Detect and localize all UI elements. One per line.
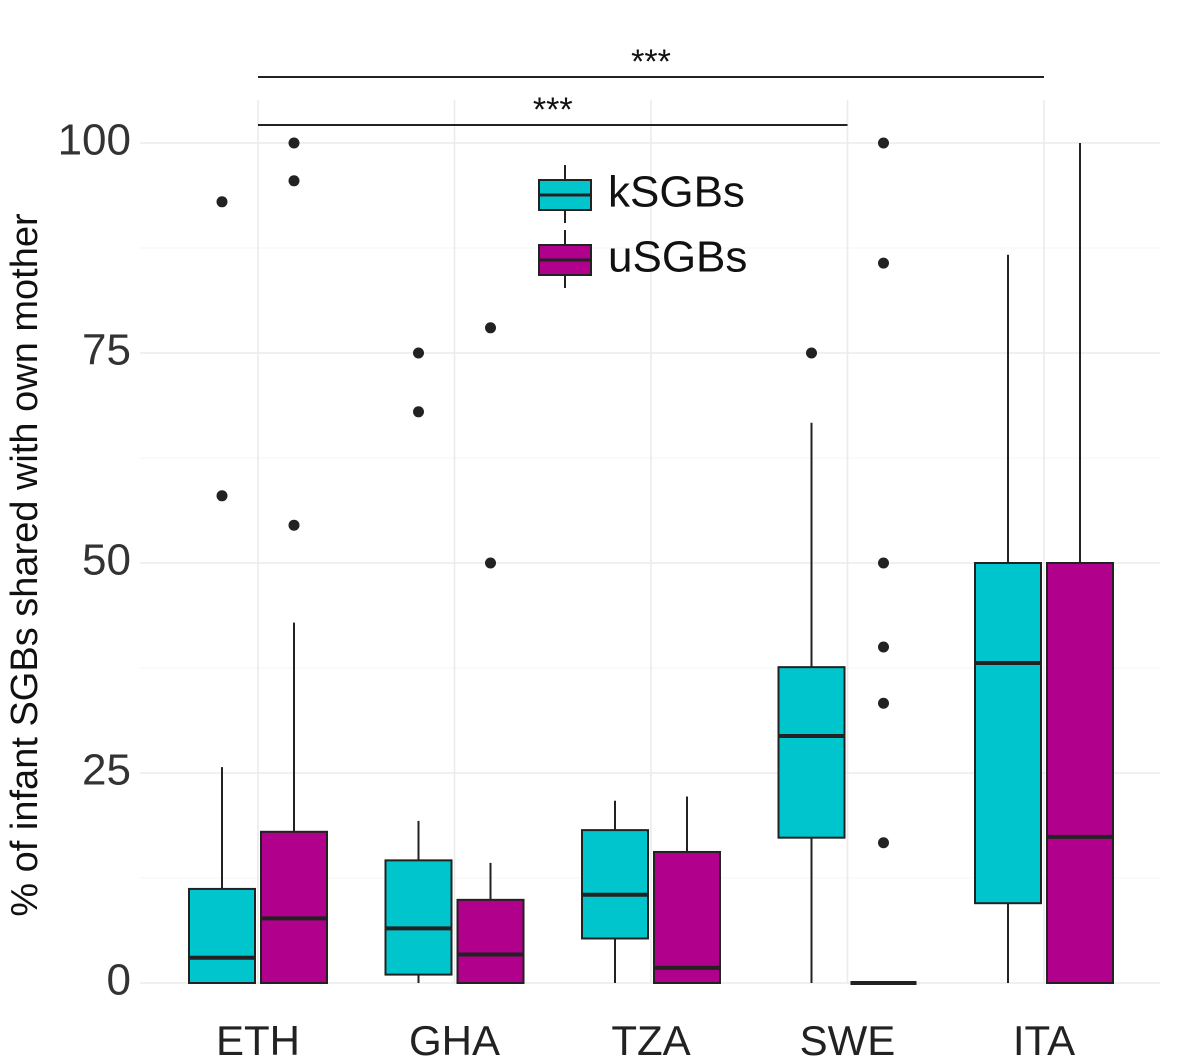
box-body [1046,562,1114,984]
legend-label: kSGBs [608,168,745,217]
grid-lines [140,100,1160,984]
legend-label: uSGBs [608,233,747,282]
significance-annotations: *** *** [258,43,1044,129]
y-axis-ticks: 0 25 50 75 100 [58,116,131,1005]
legend-entry-ksgbs: kSGBs [538,165,745,223]
box-usgbs-swe [850,137,917,985]
outlier-point [878,697,889,709]
box-ksgbs-ita [974,254,1042,983]
box-series [188,137,1114,985]
outlier-point [878,257,889,269]
y-tick-label: 50 [82,536,131,585]
outlier-point [288,137,300,149]
x-tick-label: SWE [800,1017,896,1064]
outlier-point [806,347,817,359]
outlier-point [878,641,889,653]
x-tick-label: TZA [611,1017,690,1064]
box-ksgbs-tza [581,800,649,983]
x-tick-label: ETH [216,1017,300,1064]
outlier-point [878,137,889,149]
outlier-point [216,196,228,208]
legend: kSGBs uSGBs [538,165,747,288]
box-usgbs-eth [260,137,328,984]
outlier-point [288,175,300,187]
box-body [777,666,846,839]
box-ksgbs-gha [384,347,453,983]
box-body [456,898,525,985]
box-usgbs-tza [653,796,721,985]
box-ksgbs-swe [777,347,846,983]
significance-bracket-eth-swe: *** [258,91,848,129]
box-body [581,829,649,940]
significance-bracket-eth-ita: *** [258,43,1044,81]
legend-entry-usgbs: uSGBs [538,230,747,288]
outlier-point [485,557,496,569]
x-tick-label: ITA [1013,1017,1075,1064]
outlier-point [216,490,228,502]
box-usgbs-ita [1046,143,1114,984]
outlier-point [485,322,496,334]
x-tick-label: GHA [409,1017,500,1064]
y-tick-label: 0 [107,956,131,1005]
outlier-point [413,347,424,359]
significance-label: *** [631,43,671,81]
box-body [188,887,256,984]
outlier-point [878,837,889,849]
box-ksgbs-eth [188,196,256,984]
box-body [260,830,328,984]
x-axis-ticks: ETH GHA TZA SWE ITA [216,1017,1075,1064]
y-tick-label: 100 [58,116,131,165]
y-tick-label: 75 [82,326,131,375]
box-body [384,859,453,976]
y-tick-label: 25 [82,746,131,795]
outlier-point [413,406,424,418]
significance-label: *** [533,91,573,129]
box-body [974,562,1042,905]
outlier-point [288,519,300,531]
outlier-point [878,557,889,569]
box-body [653,850,721,985]
y-axis-title: % of infant SGBs shared with own mother [4,213,46,917]
box-usgbs-gha [456,322,525,985]
